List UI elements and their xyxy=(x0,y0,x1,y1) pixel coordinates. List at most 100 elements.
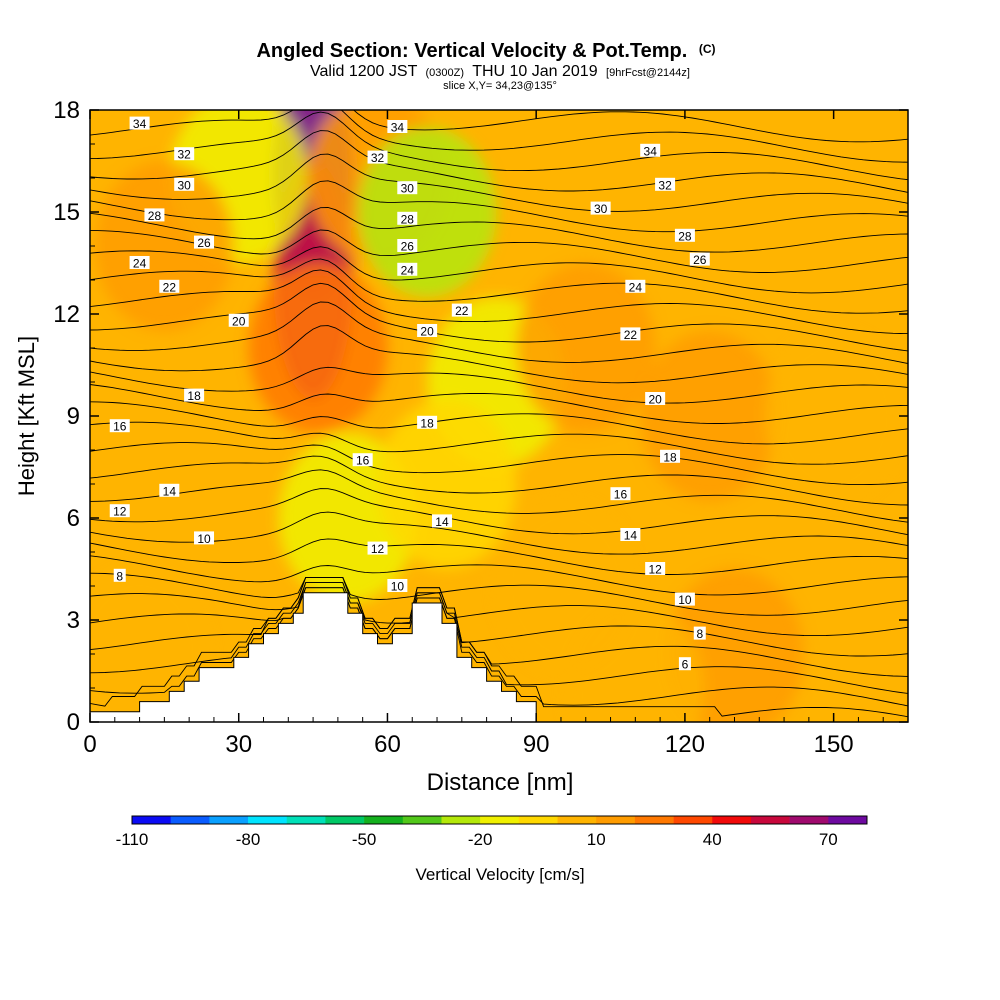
contour-line-13 xyxy=(90,538,908,575)
contour-label: 28 xyxy=(674,228,695,243)
contour-label-bg xyxy=(640,143,661,157)
contour-label: 30 xyxy=(174,177,195,192)
colorbar-swatch xyxy=(712,816,752,824)
contour-label-bg xyxy=(387,579,408,592)
contour-label: 18 xyxy=(417,415,438,430)
contour-label-text: 18 xyxy=(663,450,677,464)
contour-label-bg xyxy=(645,392,666,405)
contour-line-6 xyxy=(90,587,908,707)
colorbar-label: Vertical Velocity [cm/s] xyxy=(415,865,584,884)
colorbar-swatch xyxy=(170,816,210,824)
temperature-contours xyxy=(90,110,908,718)
velocity-cell-9 xyxy=(94,161,234,331)
contour-label: 18 xyxy=(184,388,205,403)
contour-label-text: 28 xyxy=(148,209,162,223)
contour-label-bg xyxy=(367,150,388,164)
contour-label-bg xyxy=(417,324,438,337)
contour-label: 28 xyxy=(397,211,418,226)
contour-line-33 xyxy=(90,130,908,193)
colorbar-swatch xyxy=(596,816,636,824)
contour-label-text: 16 xyxy=(356,454,370,468)
contour-line-34 xyxy=(90,111,908,181)
contour-label-text: 26 xyxy=(693,253,707,267)
contour-line-11 xyxy=(90,572,908,616)
y-axis-label: Height [Kft MSL] xyxy=(14,336,39,496)
contour-line-14 xyxy=(90,511,908,555)
contour-label-bg xyxy=(174,177,195,191)
colorbar-swatch xyxy=(132,816,171,824)
contour-label-text: 8 xyxy=(116,569,123,583)
contour-label-bg xyxy=(397,181,418,195)
contour-label-text: 26 xyxy=(401,240,415,254)
contour-line-16 xyxy=(90,469,908,523)
contour-label-bg xyxy=(113,568,126,582)
velocity-cell-2 xyxy=(248,263,388,433)
chart-title-text: Angled Section: Vertical Velocity & Pot.… xyxy=(256,40,687,62)
contour-label: 22 xyxy=(451,303,472,318)
contour-label: 24 xyxy=(625,279,646,294)
slice-label: slice X,Y= 34,23@135° xyxy=(443,80,557,92)
contour-label-bg xyxy=(431,514,452,528)
colorbar-swatch xyxy=(557,816,597,824)
terrain xyxy=(90,592,908,722)
colorbar-swatch xyxy=(402,816,442,824)
contour-line-36 xyxy=(352,110,908,143)
y-tick-label: 12 xyxy=(53,301,80,328)
contour-line-31 xyxy=(90,180,908,233)
y-tick-label: 15 xyxy=(53,199,80,226)
colorbar-swatch xyxy=(518,816,558,824)
contour-label-bg xyxy=(129,116,150,130)
contour-label-bg xyxy=(451,303,472,317)
velocity-cell-10 xyxy=(640,331,780,501)
contour-label-bg xyxy=(109,419,130,433)
colorbar-tick-label: -110 xyxy=(116,830,149,849)
colorbar-swatch xyxy=(441,816,481,824)
contour-label-text: 18 xyxy=(420,416,434,430)
velocity-cell-11 xyxy=(516,263,656,433)
colorbar-swatch xyxy=(673,816,713,824)
contour-label-bg xyxy=(620,327,641,341)
contour-line-21 xyxy=(90,384,908,424)
contour-label-text: 28 xyxy=(401,212,415,226)
contour-label-bg xyxy=(689,252,710,266)
contour-label-text: 30 xyxy=(178,178,192,192)
colorbar-tick-label: 70 xyxy=(819,830,838,849)
contour-label-bg xyxy=(397,262,418,276)
contour-label-text: 16 xyxy=(614,488,628,502)
forecast-label: [9hrFcst@2144z] xyxy=(606,67,690,79)
contour-label: 34 xyxy=(387,120,408,135)
contour-label: 28 xyxy=(144,208,165,223)
contour-label-bg xyxy=(590,201,611,215)
colorbar-swatch xyxy=(828,816,868,824)
contour-label-text: 22 xyxy=(455,304,469,318)
contour-label-text: 32 xyxy=(371,151,385,165)
contour-label-bg xyxy=(194,531,215,545)
contour-label-bg xyxy=(620,528,641,541)
contour-label: 32 xyxy=(367,150,388,165)
chart-title-mark: (C) xyxy=(699,42,716,56)
colorbar-tick-label: -80 xyxy=(236,830,261,849)
contour-label: 16 xyxy=(352,453,373,468)
colorbar: -110 -80 -50 -20 10 40 70 xyxy=(116,815,868,849)
x-tick-label: 0 xyxy=(83,731,96,758)
contour-label: 10 xyxy=(387,579,408,594)
contour-label-bg xyxy=(417,415,438,429)
contour-label-bg xyxy=(109,504,130,518)
axes: 0 30 60 90 120 150 0 3 6 9 12 15 18 xyxy=(53,97,908,758)
contour-line-23 xyxy=(90,325,908,384)
contour-label: 12 xyxy=(367,541,388,556)
contour-label-text: 32 xyxy=(178,148,192,162)
x-tick-label: 30 xyxy=(225,731,252,758)
contour-label: 34 xyxy=(640,143,661,158)
contour-label-text: 10 xyxy=(391,580,405,594)
contour-label-text: 32 xyxy=(658,178,672,192)
contour-label: 12 xyxy=(645,562,666,577)
contour-label-text: 12 xyxy=(113,505,127,519)
contour-label: 32 xyxy=(655,177,676,192)
contour-line-10 xyxy=(90,582,908,637)
contour-label-text: 26 xyxy=(197,236,211,250)
x-tick-label: 150 xyxy=(814,731,854,758)
contour-line-17 xyxy=(90,455,908,506)
